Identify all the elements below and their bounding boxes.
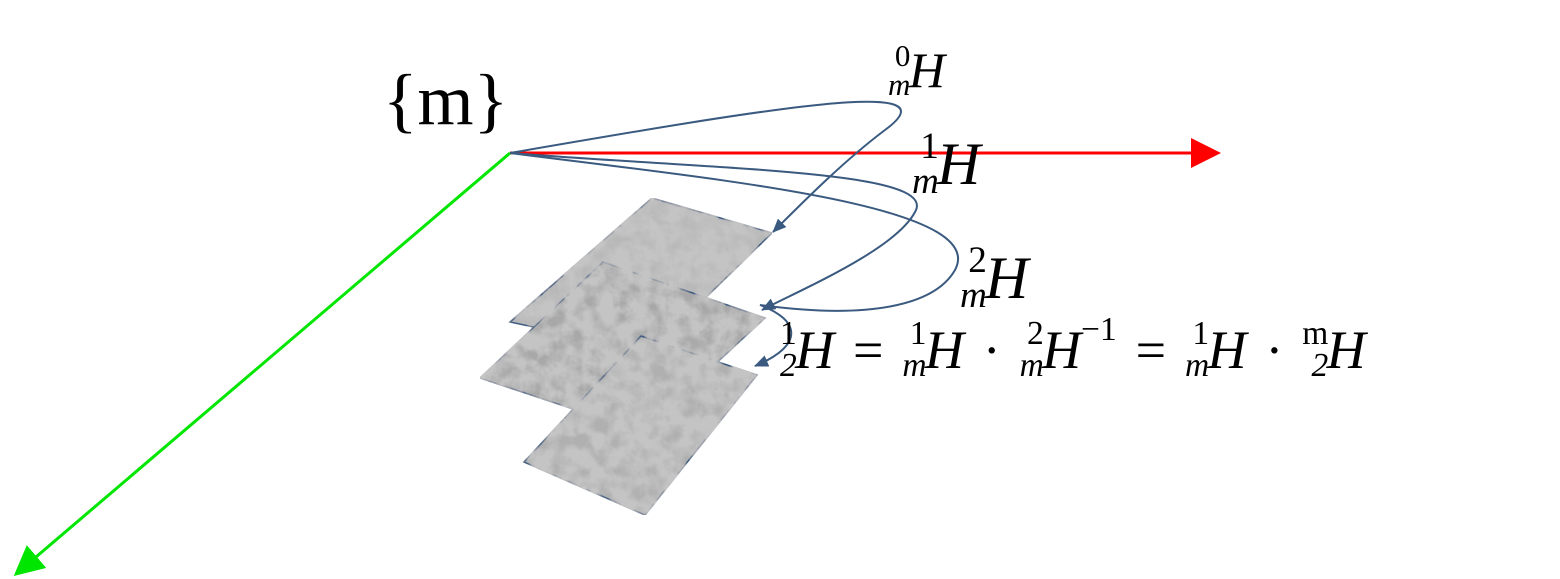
symbol: H	[795, 323, 834, 377]
subscript: m	[888, 70, 910, 99]
subscript: m	[960, 278, 987, 313]
operator: ·	[1265, 323, 1283, 377]
power: −1	[1081, 313, 1117, 346]
operator: ·	[983, 323, 1001, 377]
subscript: m	[1020, 350, 1044, 382]
diagram: {m} 0mH1mH2mH12H=1mH·2mH−1=1mH·m2H	[0, 0, 1560, 579]
symbol: H	[1207, 323, 1246, 377]
canvas	[0, 0, 1560, 579]
operator: =	[853, 323, 883, 377]
subscript: m	[912, 164, 939, 199]
operator: =	[1136, 323, 1166, 377]
superscript: m	[1302, 318, 1328, 350]
symbol: H	[937, 134, 980, 194]
symbol: H	[1327, 323, 1366, 377]
frame-label: {m}	[383, 64, 508, 136]
symbol: H	[909, 45, 945, 95]
symbol: H	[1042, 323, 1081, 377]
symbol: H	[985, 248, 1028, 308]
symbol: H	[925, 323, 964, 377]
y-axis	[16, 153, 510, 574]
subscript: m	[1185, 350, 1209, 382]
subscript: m	[902, 350, 926, 382]
